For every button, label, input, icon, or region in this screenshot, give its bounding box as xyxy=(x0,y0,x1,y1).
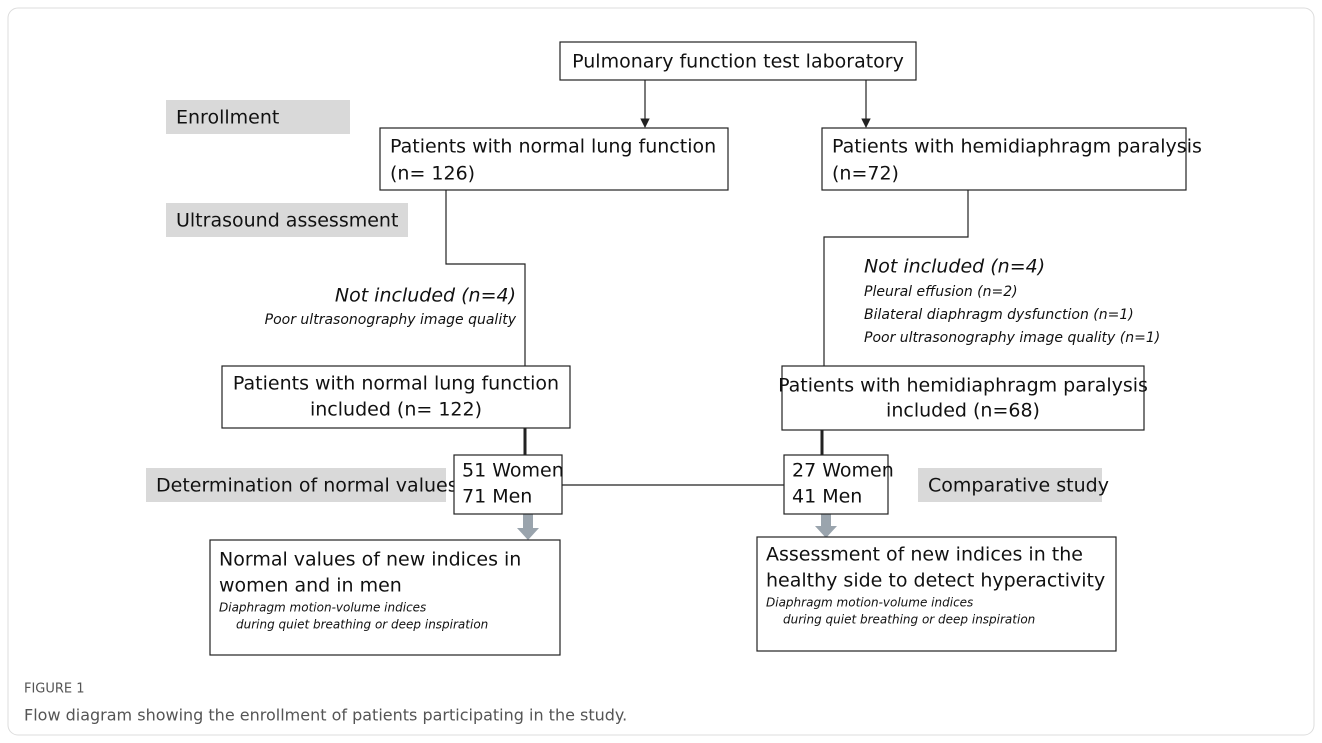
node-text: 71 Men xyxy=(462,486,532,508)
node-text: (n= 126) xyxy=(390,163,475,185)
stages: Enrollment Ultrasound assessment Determi… xyxy=(146,100,1109,502)
node-note: Diaphragm motion-volume indices xyxy=(219,601,426,615)
node-box xyxy=(821,127,1187,191)
connectors xyxy=(445,80,969,540)
node-text: Patients with hemidiaphragm paralysis xyxy=(832,136,1202,158)
node-note: Diaphragm motion-volume indices xyxy=(766,596,973,610)
node-text: healthy side to detect hyperactivity xyxy=(766,570,1105,592)
exclusion-title: Not included (n=4) xyxy=(864,256,1045,278)
exclusion-reason: Bilateral diaphragm dysfunction (n=1) xyxy=(864,307,1134,323)
node-note: during quiet breathing or deep inspirati… xyxy=(783,613,1035,627)
node-text: Patients with normal lung function xyxy=(390,136,716,158)
stage-bg xyxy=(146,468,446,502)
connector xyxy=(823,190,969,366)
exclusions: Not included (n=4) Poor ultrasonography … xyxy=(265,256,1161,347)
node-text: 51 Women xyxy=(462,460,564,482)
connector xyxy=(445,190,526,366)
node-text: Pulmonary function test laboratory xyxy=(572,51,904,73)
node-box xyxy=(221,365,571,429)
caption: Flow diagram showing the enrollment of p… xyxy=(24,706,627,725)
node-box xyxy=(781,365,1145,431)
node-box xyxy=(559,41,917,81)
stage-label: Comparative study xyxy=(928,475,1109,497)
exclusion-reason: Poor ultrasonography image quality (n=1) xyxy=(864,330,1160,346)
node-text: Assessment of new indices in the xyxy=(766,544,1083,566)
stage-label: Enrollment xyxy=(176,107,279,129)
exclusion-title: Not included (n=4) xyxy=(335,285,516,307)
block-arrow xyxy=(517,514,539,540)
stage-label: Determination of normal values xyxy=(156,475,458,497)
node-text: Patients with hemidiaphragm paralysis xyxy=(778,375,1148,397)
node-text: Patients with normal lung function xyxy=(233,373,559,395)
node-text: women and in men xyxy=(219,575,402,597)
exclusion-reason: Pleural effusion (n=2) xyxy=(864,284,1018,300)
node-text: included (n= 122) xyxy=(310,399,482,421)
node-note: during quiet breathing or deep inspirati… xyxy=(236,618,488,632)
node-box xyxy=(453,454,563,515)
stage-label: Ultrasound assessment xyxy=(176,210,398,232)
node-text: included (n=68) xyxy=(886,400,1040,422)
node-box xyxy=(379,127,729,191)
stage-bg xyxy=(166,203,408,237)
frame xyxy=(7,7,1315,736)
node-text: (n=72) xyxy=(832,163,899,185)
node-text: 41 Men xyxy=(792,486,862,508)
block-arrow xyxy=(815,514,837,538)
node-box xyxy=(209,539,561,656)
figure-label: FIGURE 1 xyxy=(24,682,85,697)
node-box xyxy=(783,454,889,515)
nodes: Pulmonary function test laboratory Patie… xyxy=(209,41,1202,656)
stage-bg xyxy=(918,468,1102,502)
node-text: Normal values of new indices in xyxy=(219,549,521,571)
exclusion-reason: Poor ultrasonography image quality xyxy=(265,312,517,328)
node-text: 27 Women xyxy=(792,460,894,482)
stage-bg xyxy=(166,100,350,134)
node-box xyxy=(756,536,1117,652)
